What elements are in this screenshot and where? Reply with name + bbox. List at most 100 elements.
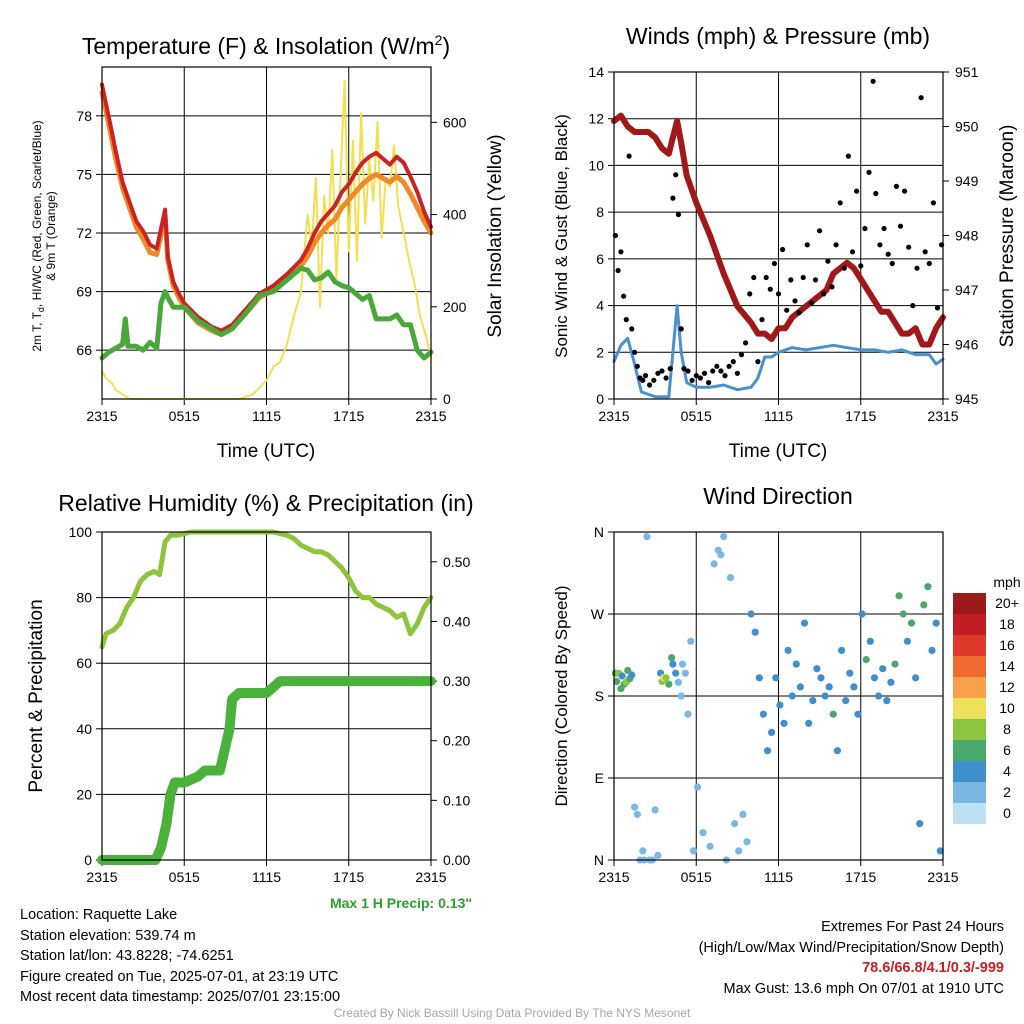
gust-point	[893, 183, 900, 189]
temperature-y-tick-label: 69	[76, 284, 92, 300]
gust-point	[862, 225, 868, 232]
direction-point	[668, 654, 676, 662]
gust-point	[710, 368, 716, 374]
gust-point	[849, 249, 856, 255]
winds-x-tick-label: 1115	[764, 408, 793, 424]
humidity-y-tick-label: 20	[76, 786, 92, 802]
direction-point	[717, 551, 725, 559]
gust-point	[796, 310, 802, 316]
humidity-y-tick-label: 60	[76, 655, 92, 671]
speed-legend-swatch	[953, 635, 986, 656]
humidity-ylabel: Percent & Precipitation	[26, 599, 47, 792]
location-text: Location: Raquette Lake	[20, 907, 178, 923]
direction-x-tick-label: 2315	[598, 869, 629, 885]
direction-y-tick-label: E	[595, 770, 604, 786]
direction-y-tick-label: N	[594, 852, 604, 868]
direction-point	[912, 674, 920, 682]
winds-ylabel: Sonic Wind & Gust (Blue, Black)	[552, 114, 571, 358]
direction-point	[833, 747, 842, 755]
speed-legend-title: mph	[993, 574, 1020, 590]
gust-point	[767, 286, 773, 292]
speed-legend-swatch	[953, 698, 986, 719]
direction-x-tick-label: 1115	[764, 869, 793, 885]
humidity-y-tick-label: 0	[84, 852, 92, 868]
gust-point	[812, 277, 819, 283]
gust-point	[829, 284, 835, 290]
winds-y2-tick-label: 951	[955, 64, 979, 80]
gust-point	[681, 366, 687, 372]
gust-point	[833, 242, 839, 248]
rh-line	[99, 529, 434, 650]
direction-point	[684, 710, 692, 718]
speed-legend-swatch	[953, 614, 986, 635]
gust-point	[759, 317, 765, 323]
max-precip-label: Max 1 H Precip: 0.13"	[329, 895, 472, 911]
gust-point	[808, 300, 815, 306]
speed-legend-swatch	[953, 677, 986, 698]
gust-point	[930, 200, 937, 206]
winds-y-tick-label: 8	[596, 204, 604, 220]
humidity-x-tick-label: 2315	[86, 869, 117, 885]
speed-legend-label: 8	[1003, 721, 1011, 737]
winds-y-tick-label: 0	[596, 391, 604, 407]
direction-point	[825, 683, 833, 691]
winds-x-tick-label: 2315	[598, 408, 629, 424]
gust-point	[854, 188, 860, 194]
gust-point	[902, 188, 908, 194]
direction-border	[613, 531, 944, 861]
humidity-y2-tick-label: 0.40	[443, 613, 470, 629]
gust-point	[697, 375, 704, 381]
direction-point	[694, 783, 702, 791]
precip-line	[97, 676, 436, 865]
humidity-y2-tick-label: 0.00	[443, 852, 470, 868]
direction-point	[677, 692, 685, 700]
direction-ylabel: Direction (Colored By Speed)	[552, 585, 571, 806]
gust-point	[738, 352, 745, 358]
temperature-x-tick-label: 1715	[333, 408, 364, 424]
direction-point	[674, 678, 683, 686]
direction-point	[639, 847, 647, 855]
gust-point	[751, 274, 757, 281]
extremes-values: 78.6/66.8/4.1/0.3/-999	[862, 960, 1004, 977]
gust-point	[877, 242, 883, 248]
gust-point	[906, 244, 912, 250]
recent-data-text: Most recent data timestamp: 2025/07/01 2…	[20, 989, 341, 1006]
direction-point	[879, 665, 887, 673]
gust-point	[792, 298, 798, 304]
direction-point	[895, 592, 903, 600]
humidity-plot: 2315 0515 1115 1715 23150204060801000.000.10…	[69, 524, 471, 885]
direction-point	[903, 637, 912, 645]
direction-point	[735, 847, 743, 855]
direction-point	[936, 847, 944, 855]
gust-point	[730, 359, 736, 365]
gust-point	[800, 274, 806, 281]
gust-point	[659, 368, 665, 374]
direction-point	[654, 851, 662, 860]
direction-point	[726, 574, 735, 582]
direction-point	[932, 619, 940, 627]
temperature-y2-tick-label: 400	[443, 207, 467, 223]
direction-point	[618, 672, 626, 680]
temperature-x-tick-label: 1115	[252, 408, 281, 424]
direction-point	[780, 719, 788, 727]
direction-point	[875, 692, 883, 700]
direction-point	[817, 674, 825, 682]
winds-plot: 2315 0515 1115 1715 231502468101214945946947…	[588, 64, 978, 424]
direction-point	[662, 674, 670, 682]
gust-point	[780, 246, 786, 253]
winds-x-tick-label: 2315	[927, 408, 958, 424]
gust-point	[755, 359, 761, 365]
direction-point	[759, 710, 768, 718]
temperature-ylabel-line2: & 9m T (Orange)	[44, 191, 58, 281]
direction-point	[631, 803, 639, 811]
temperature-y2-tick-label: 0	[443, 391, 451, 407]
direction-point	[706, 842, 714, 850]
direction-point	[924, 583, 932, 591]
temperature-x-tick-label: 2315	[86, 408, 117, 424]
gust-point	[910, 303, 916, 309]
direction-point	[669, 660, 677, 668]
winds-y2-tick-label: 947	[955, 282, 979, 298]
direction-point	[829, 710, 837, 718]
winds-xlabel: Time (UTC)	[729, 441, 828, 462]
gust-point	[889, 260, 895, 267]
